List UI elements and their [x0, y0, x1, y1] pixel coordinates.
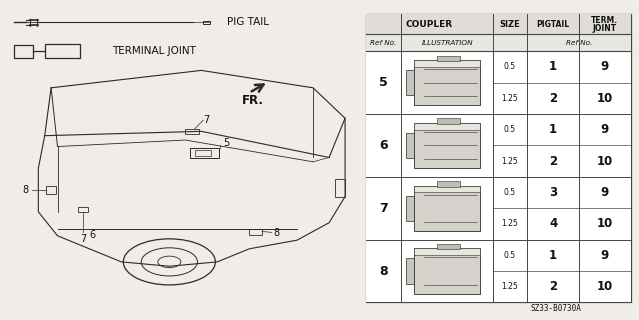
Bar	[414, 123, 480, 168]
Text: 5: 5	[224, 139, 230, 148]
Text: 10: 10	[597, 92, 613, 105]
Text: PIG TAIL: PIG TAIL	[227, 17, 269, 28]
Text: Ref No.: Ref No.	[566, 40, 592, 46]
Bar	[14, 45, 33, 58]
Text: 6: 6	[89, 230, 96, 240]
Bar	[437, 118, 460, 124]
Text: TERM.: TERM.	[591, 16, 619, 25]
Text: SIZE: SIZE	[500, 20, 520, 29]
Bar	[406, 70, 414, 95]
Bar	[366, 240, 631, 302]
Bar	[203, 21, 210, 24]
Bar	[414, 186, 480, 192]
Text: 1: 1	[549, 60, 557, 74]
Text: 0.5: 0.5	[504, 188, 516, 197]
Bar	[414, 248, 480, 294]
Bar	[45, 44, 80, 58]
Bar	[414, 60, 480, 105]
Bar	[414, 248, 480, 255]
Text: FR.: FR.	[242, 94, 263, 108]
Text: 0.5: 0.5	[504, 62, 516, 71]
Text: 3: 3	[549, 186, 557, 199]
Bar	[406, 258, 414, 284]
Text: 2: 2	[549, 92, 557, 105]
Text: 2: 2	[549, 155, 557, 168]
Text: 6: 6	[379, 139, 388, 152]
Text: 0.5: 0.5	[504, 125, 516, 134]
Bar	[437, 181, 460, 187]
Text: JOINT: JOINT	[593, 24, 617, 33]
Text: TERMINAL JOINT: TERMINAL JOINT	[112, 46, 196, 56]
Text: SZ33-B0730A: SZ33-B0730A	[530, 304, 581, 313]
Bar	[366, 51, 631, 114]
Bar	[437, 244, 460, 249]
Bar	[406, 133, 414, 158]
Bar	[249, 229, 262, 235]
Text: 8: 8	[22, 185, 29, 195]
Text: Ref No.: Ref No.	[370, 40, 397, 46]
Bar	[185, 129, 199, 134]
Bar	[195, 150, 211, 156]
Text: 9: 9	[601, 186, 609, 199]
Text: 10: 10	[597, 217, 613, 230]
Text: 8: 8	[379, 265, 388, 277]
Bar	[78, 207, 88, 212]
Bar	[414, 123, 480, 130]
Text: 8: 8	[273, 228, 280, 238]
Bar	[366, 34, 631, 51]
Bar	[437, 56, 460, 61]
Text: 1: 1	[549, 123, 557, 136]
Text: 0.5: 0.5	[504, 251, 516, 260]
Bar	[366, 14, 631, 34]
Text: 1.25: 1.25	[502, 94, 518, 103]
Bar	[414, 60, 480, 67]
Text: 10: 10	[597, 155, 613, 168]
Bar	[366, 177, 631, 240]
Text: 1.25: 1.25	[502, 282, 518, 291]
Text: 1.25: 1.25	[502, 220, 518, 228]
Bar	[190, 148, 219, 158]
Text: PIGTAIL: PIGTAIL	[537, 20, 570, 29]
Text: 1.25: 1.25	[502, 156, 518, 166]
Text: ILLUSTRATION: ILLUSTRATION	[421, 40, 473, 46]
Text: 7: 7	[203, 115, 210, 125]
Text: 4: 4	[549, 217, 557, 230]
Text: 9: 9	[601, 60, 609, 74]
Bar	[46, 186, 56, 194]
Text: 7: 7	[80, 234, 86, 244]
Text: 7: 7	[379, 202, 388, 215]
Text: 2: 2	[549, 280, 557, 293]
Text: 10: 10	[597, 280, 613, 293]
Text: 9: 9	[601, 249, 609, 262]
Text: COUPLER: COUPLER	[406, 20, 452, 29]
Text: 9: 9	[601, 123, 609, 136]
Text: 1: 1	[549, 249, 557, 262]
Bar	[366, 114, 631, 177]
Bar	[414, 186, 480, 231]
Bar	[366, 14, 631, 302]
Bar	[406, 196, 414, 221]
Text: 5: 5	[379, 76, 388, 89]
